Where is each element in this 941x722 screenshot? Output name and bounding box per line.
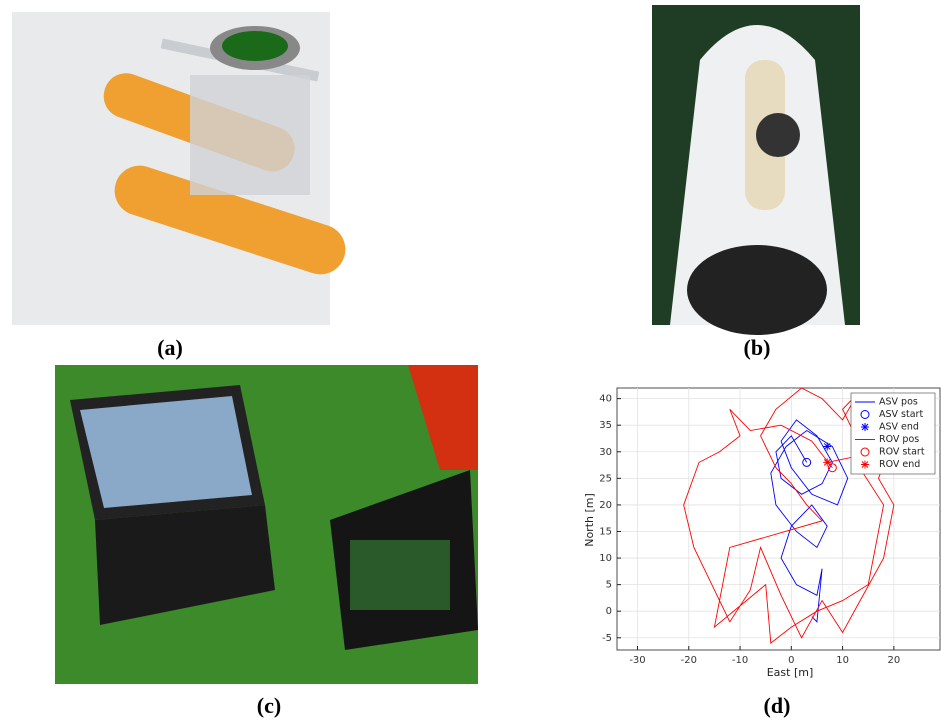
x-tick-label: -20	[681, 655, 697, 666]
y-tick-label: 35	[599, 420, 612, 431]
legend-label: ASV pos	[879, 397, 918, 408]
y-tick-label: 15	[599, 526, 612, 537]
photo-b	[652, 5, 860, 335]
y-tick-label: 0	[606, 606, 612, 617]
caption: (a)	[157, 335, 183, 360]
photo-c	[55, 365, 478, 684]
y-tick-label: 30	[599, 447, 612, 458]
y-tick-label: 20	[599, 500, 612, 511]
y-tick-label: 10	[599, 553, 612, 564]
x-tick-label: 10	[836, 655, 849, 666]
x-tick-label: 20	[887, 655, 900, 666]
legend-label: ROV pos	[879, 434, 919, 445]
caption: (d)	[764, 693, 791, 718]
photo-a	[12, 12, 352, 325]
x-tick-label: -30	[629, 655, 645, 666]
y-tick-label: 40	[599, 394, 612, 405]
x-tick-label: -10	[732, 655, 748, 666]
figure: East [m] North [m] (a) (b) (c) (d) -30 -2…	[0, 0, 941, 722]
legend-label: ROV end	[879, 459, 920, 470]
x-tick-label: 0	[788, 655, 794, 666]
y-tick-label: 5	[606, 580, 612, 591]
legend-label: ROV start	[879, 447, 925, 458]
caption: (b)	[744, 335, 771, 360]
legend-label: ASV start	[879, 409, 923, 420]
y-axis-label: North [m]	[583, 493, 596, 547]
caption: (c)	[257, 693, 281, 718]
series-marker	[823, 458, 831, 466]
legend-swatch	[861, 423, 869, 431]
legend-label: ASV end	[879, 422, 919, 433]
legend-swatch	[861, 461, 869, 469]
series-marker	[823, 442, 831, 450]
y-tick-label: -5	[602, 633, 612, 644]
y-tick-label: 25	[599, 473, 612, 484]
x-axis-label: East [m]	[767, 666, 814, 679]
